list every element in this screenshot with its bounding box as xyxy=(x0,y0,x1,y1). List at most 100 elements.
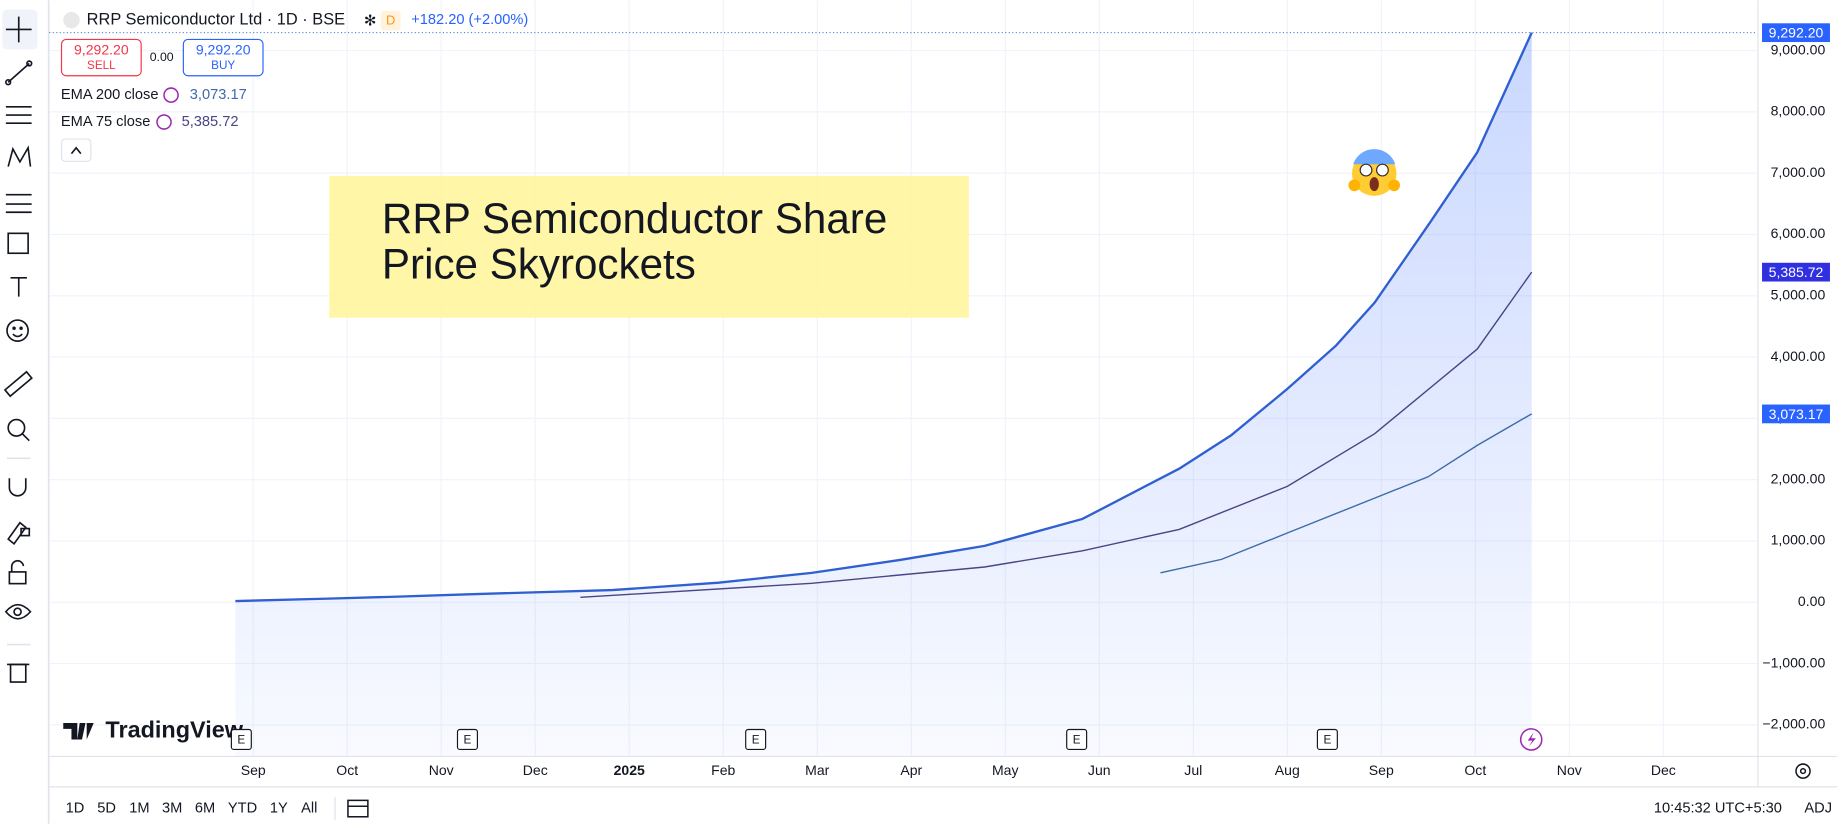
timeframe-button[interactable]: 6M xyxy=(195,800,215,816)
symbol-logo xyxy=(63,11,80,29)
sell-price: 9,292.20 xyxy=(74,41,129,57)
badge: D xyxy=(386,13,395,28)
timeframe-button[interactable]: All xyxy=(301,800,317,816)
settings-button[interactable] xyxy=(1795,763,1811,779)
delete-tool[interactable] xyxy=(7,663,30,683)
y-tick-label: 4,000.00 xyxy=(1771,348,1826,364)
y-tick-label: 0.00 xyxy=(1798,593,1826,609)
zoom-tool[interactable] xyxy=(7,418,30,442)
x-tick-label: Apr xyxy=(900,762,922,778)
sell-label: SELL xyxy=(87,59,116,72)
collapse-legend[interactable] xyxy=(60,138,92,162)
magnet-tool[interactable] xyxy=(8,478,27,497)
timeframe-button[interactable]: YTD xyxy=(228,800,257,816)
shape-tool[interactable] xyxy=(7,232,29,255)
annotation-line: Price Skyrockets xyxy=(382,240,696,287)
scream-sticker xyxy=(1348,149,1401,196)
lock-tool[interactable] xyxy=(8,559,27,585)
buy-label: BUY xyxy=(211,59,235,72)
symbol-title: RRP Semiconductor Ltd · 1D · BSE xyxy=(87,10,345,28)
y-tick-label: 1,000.00 xyxy=(1771,532,1826,548)
timeframe-button[interactable]: 5D xyxy=(97,800,116,816)
price-tag-label: 3,073.17 xyxy=(1769,406,1824,422)
ruler-tool[interactable] xyxy=(3,370,33,398)
pattern-tool[interactable] xyxy=(7,145,32,167)
event-marker-box xyxy=(1316,728,1338,750)
y-tick-label: −2,000.00 xyxy=(1762,716,1825,732)
watermark-text: TradingView xyxy=(105,716,243,742)
forecast-tool[interactable] xyxy=(5,193,32,214)
left-toolbar xyxy=(2,0,50,824)
annotation-box xyxy=(329,175,969,318)
legend-entry: EMA 200 close xyxy=(61,87,159,103)
x-tick-label: Oct xyxy=(1464,762,1486,778)
emoji-tool[interactable] xyxy=(6,319,29,342)
price-tag xyxy=(1762,262,1830,282)
x-tick-label: Sep xyxy=(241,762,266,778)
x-tick-label: Nov xyxy=(429,762,454,778)
x-tick-label: Oct xyxy=(336,762,358,778)
crosshair-tool[interactable] xyxy=(5,16,32,43)
lock-draw-tool[interactable] xyxy=(7,521,31,545)
annotation: RRP Semiconductor Share Price Skyrockets xyxy=(329,175,969,318)
legend-value: 3,073.17 xyxy=(190,87,247,103)
event-marker: E xyxy=(752,734,760,747)
event-marker: E xyxy=(237,734,245,747)
x-tick-label: Nov xyxy=(1557,762,1582,778)
event-marker: E xyxy=(1073,734,1081,747)
y-tick-label: 5,000.00 xyxy=(1771,287,1826,303)
spread: 0.00 xyxy=(150,50,174,64)
x-tick-label: 2025 xyxy=(614,762,645,778)
timeframe-button[interactable]: 1M xyxy=(129,800,149,816)
event-marker: E xyxy=(464,734,472,747)
x-tick-label: Sep xyxy=(1369,762,1394,778)
line xyxy=(580,271,1533,599)
line xyxy=(1160,413,1533,574)
timeframe-button[interactable]: 3M xyxy=(162,800,182,816)
line xyxy=(235,32,1533,603)
price-tag xyxy=(1762,404,1830,424)
x-tick-label: Jun xyxy=(1088,762,1111,778)
price-change: +182.20 (+2.00%) xyxy=(411,12,528,28)
event-marker-box xyxy=(230,728,252,750)
event-marker-box xyxy=(456,728,478,750)
y-tick-label: 6,000.00 xyxy=(1771,225,1826,241)
event-marker-box xyxy=(1066,728,1088,750)
sell-button[interactable]: 9,292.20 SELL xyxy=(60,38,142,77)
x-tick-label: Dec xyxy=(523,762,548,778)
price-tag-label: 9,292.20 xyxy=(1769,25,1824,41)
event-marker-box xyxy=(745,728,767,750)
dividend-icon xyxy=(1527,732,1536,747)
legend-icon xyxy=(163,87,179,103)
asterisk: ✻ xyxy=(364,12,377,29)
badge-bg xyxy=(380,10,401,31)
watermark: TradingView xyxy=(63,716,244,742)
trendline-tool[interactable] xyxy=(5,60,33,86)
y-tick-label: −1,000.00 xyxy=(1762,654,1825,670)
fib-tool[interactable] xyxy=(5,105,32,125)
price-tag-label: 5,385.72 xyxy=(1769,264,1824,280)
adjust-button[interactable]: ADJ xyxy=(1804,800,1832,816)
y-tick-label: 7,000.00 xyxy=(1771,164,1826,180)
text-tool[interactable] xyxy=(10,277,27,297)
date-range-button[interactable] xyxy=(347,799,369,818)
y-tick-label: 8,000.00 xyxy=(1771,103,1826,119)
x-tick-label: Aug xyxy=(1275,762,1300,778)
timeframe-button[interactable]: 1Y xyxy=(270,800,288,816)
timeframe-button[interactable]: 1D xyxy=(66,800,85,816)
visibility-tool[interactable] xyxy=(4,603,32,620)
x-tick-label: Jul xyxy=(1184,762,1202,778)
clock: 10:45:32 UTC+5:30 xyxy=(1654,800,1782,816)
area xyxy=(235,32,1532,756)
y-tick-label: 9,000.00 xyxy=(1771,41,1826,57)
event-marker: E xyxy=(1323,734,1331,747)
annotation-line: RRP Semiconductor Share xyxy=(382,195,887,242)
buy-button[interactable]: 9,292.20 BUY xyxy=(182,38,264,77)
x-tick-label: May xyxy=(992,762,1019,778)
price-tag xyxy=(1762,23,1830,43)
y-tick-label: 2,000.00 xyxy=(1771,470,1826,486)
x-tick-label: Mar xyxy=(805,762,830,778)
x-tick-label: Feb xyxy=(711,762,735,778)
